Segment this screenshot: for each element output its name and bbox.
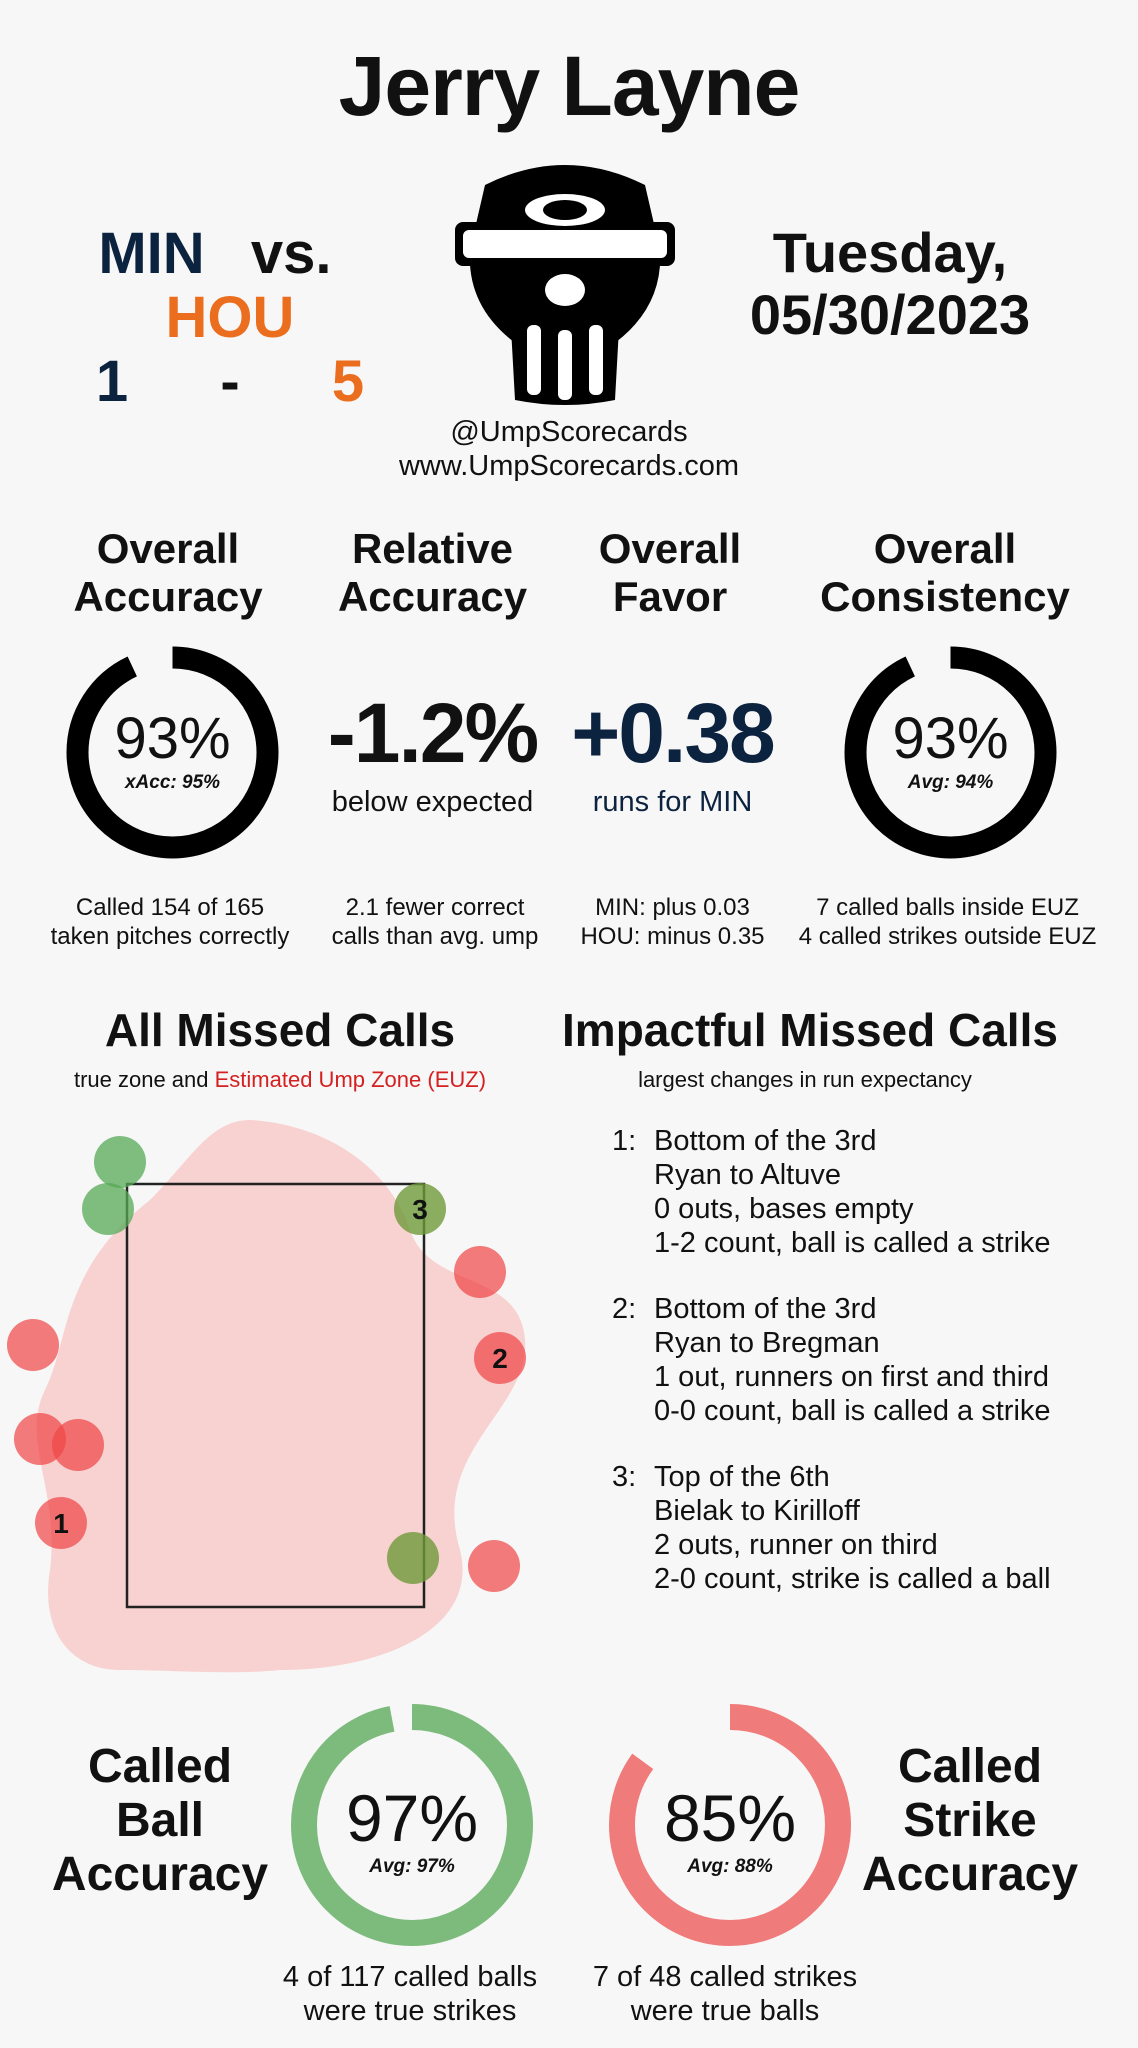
called-strike-value: 85% [663, 1781, 797, 1855]
date-value: 05/30/2023 [749, 283, 1031, 346]
relative-accuracy-title: Relative Accuracy [337, 525, 528, 620]
website: www.UmpScorecards.com [398, 450, 740, 482]
overall-consistency-title: Overall Consistency [820, 525, 1070, 620]
weekday: Tuesday, [772, 221, 1008, 284]
green-pitch-1 [94, 1136, 146, 1188]
game-date: Tuesday, 05/30/2023 [700, 222, 1080, 346]
relative-accuracy-foot: 2.1 fewer correct calls than avg. ump [331, 894, 539, 950]
called-strike-ring [609, 1704, 851, 1946]
home-team: HOU [165, 285, 295, 350]
impactful-call-2: 2: Bottom of the 3rd Ryan to Bregman 1 ou… [612, 1293, 1051, 1427]
pitch-label-2: 2 [492, 1343, 508, 1374]
overall-consistency-avg: Avg: 94% [907, 772, 994, 793]
green-pitch-4 [387, 1532, 439, 1584]
impactful-subtitle: largest changes in run expectancy [638, 1067, 972, 1092]
overall-accuracy-value: 93% [114, 706, 231, 771]
social-handle: @UmpScorecards [450, 416, 688, 448]
called-ball-ring [291, 1704, 533, 1946]
red-pitch-2 [474, 1332, 526, 1384]
missed-calls-plot: 1 2 3 [7, 1120, 526, 1673]
away-score: 1 [95, 349, 129, 414]
called-ball-value: 97% [345, 1781, 479, 1855]
pitch-label-3: 3 [412, 1194, 428, 1225]
impactful-call-3: 3: Top of the 6th Bielak to Kirilloff 2 o… [612, 1461, 1051, 1595]
overall-accuracy-value-block: 93% xAcc: 95% [65, 705, 280, 794]
called-strike-foot: 7 of 48 called strikes were true balls [592, 1961, 858, 2027]
impactful-missed-calls-title: Impactful Missed Calls [562, 1004, 1058, 1056]
red-pitch-1 [454, 1246, 506, 1298]
away-team: MIN [98, 221, 205, 286]
pitch-label-1: 1 [53, 1508, 69, 1539]
umpire-mask-icon [455, 165, 675, 405]
called-ball-avg: Avg: 97% [369, 1856, 455, 1877]
overall-favor-title: Overall Favor [598, 525, 742, 620]
overall-accuracy-foot: Called 154 of 165 taken pitches correctly [50, 894, 290, 950]
vs-label: vs. [250, 221, 332, 286]
umpire-name: Jerry Layne [338, 39, 801, 133]
overall-accuracy-xacc: xAcc: 95% [124, 772, 221, 793]
overall-consistency-value: 93% [892, 706, 1009, 771]
green-pitch-3 [394, 1183, 446, 1235]
overall-consistency-value-block: 93% Avg: 94% [843, 705, 1058, 794]
overall-consistency-ring [844, 646, 1057, 859]
overall-favor-sub: runs for MIN [592, 786, 753, 818]
matchup: MIN vs. HOU 1 - 5 [30, 222, 430, 414]
strike-zone [125, 1182, 426, 1609]
overall-favor-foot: MIN: plus 0.03 HOU: minus 0.35 [580, 894, 765, 950]
impactful-call-1: 1: Bottom of the 3rd Ryan to Altuve 0 out… [612, 1125, 1051, 1259]
relative-accuracy-sub: below expected [331, 786, 534, 818]
green-pitch-2 [82, 1183, 134, 1235]
social-info: @UmpScorecards www.UmpScorecards.com [0, 415, 1138, 483]
overall-accuracy-title: Overall Accuracy [73, 525, 263, 620]
red-pitch-5 [52, 1419, 104, 1471]
called-strike-accuracy-title: Called Strike Accuracy [861, 1740, 1079, 1901]
score-dash: - [220, 349, 240, 414]
missed-calls-subtitle: true zone and Estimated Ump Zone (EUZ) [73, 1067, 487, 1092]
called-strike-avg: Avg: 88% [687, 1856, 773, 1877]
red-pitch-3 [7, 1319, 59, 1371]
called-ball-value-block: 97% Avg: 97% [287, 1780, 537, 1878]
overall-accuracy-ring [66, 646, 279, 859]
called-ball-accuracy-title: Called Ball Accuracy [51, 1740, 269, 1901]
home-score: 5 [331, 349, 365, 414]
red-pitch-6 [35, 1497, 87, 1549]
all-missed-calls-title: All Missed Calls [104, 1004, 456, 1056]
overall-consistency-foot: 7 called balls inside EUZ 4 called strike… [798, 894, 1097, 950]
overall-favor-value: +0.38 [571, 686, 776, 780]
called-strike-value-block: 85% Avg: 88% [605, 1780, 855, 1878]
relative-accuracy-value: -1.2% [327, 686, 539, 780]
called-ball-foot: 4 of 117 called balls were true strikes [282, 1961, 538, 2027]
red-pitch-7 [468, 1540, 520, 1592]
